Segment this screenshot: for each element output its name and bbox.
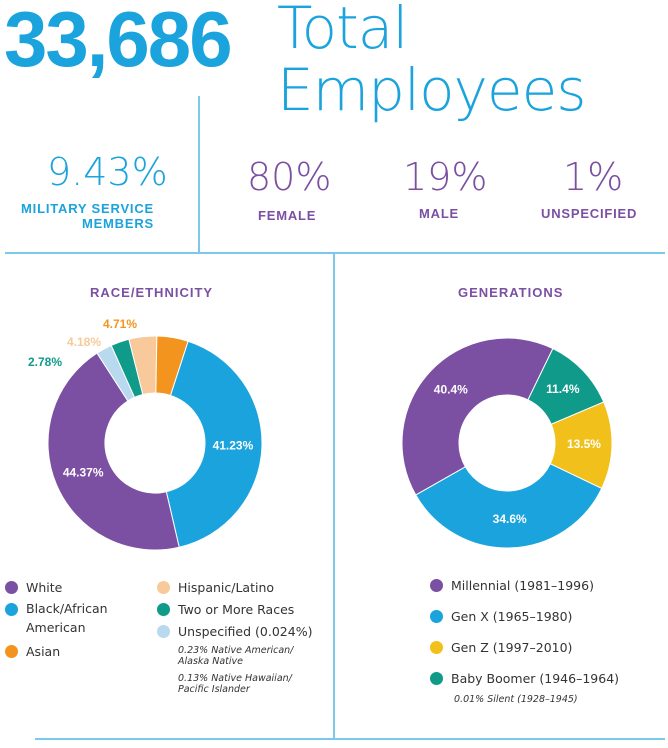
legend-item-millennial: Millennial (1981–1996) bbox=[430, 578, 660, 593]
slice-baby-boomer-1946-1964 bbox=[527, 347, 605, 425]
legend-item-gen-x: Gen X (1965–1980) bbox=[430, 609, 660, 624]
legend-dot bbox=[5, 603, 18, 616]
legend-item-two-or-more: Two or More Races bbox=[157, 602, 332, 617]
male-label: MALE bbox=[419, 206, 460, 221]
legend-label: Baby Boomer (1946–1964) bbox=[451, 671, 620, 686]
legend-label: Two or More Races bbox=[178, 602, 295, 617]
divider-vertical-top bbox=[198, 96, 200, 252]
legend-dot bbox=[157, 603, 170, 616]
divider-horizontal-middle bbox=[5, 252, 665, 254]
slice-white bbox=[47, 352, 180, 551]
legend-label: Unspecified (0.024%) bbox=[178, 624, 313, 639]
slice-gen-x-1965-1980 bbox=[415, 463, 603, 549]
legend-label: Gen Z (1997–2010) bbox=[451, 640, 573, 655]
race-legend-left: White Black/African American Asian bbox=[5, 580, 155, 666]
slice-label-hispanic-latino: 4.18% bbox=[67, 335, 101, 349]
legend-dot bbox=[430, 610, 443, 623]
legend-item-baby-boomer: Baby Boomer (1946–1964) bbox=[430, 671, 660, 686]
legend-dot bbox=[157, 581, 170, 594]
military-label-line1: MILITARY SERVICE bbox=[21, 201, 154, 216]
slice-asian bbox=[155, 335, 189, 397]
female-label: FEMALE bbox=[258, 208, 317, 223]
legend-label: Millennial (1981–1996) bbox=[451, 578, 594, 593]
legend-dot bbox=[430, 579, 443, 592]
legend-item-hispanic-latino: Hispanic/Latino bbox=[157, 580, 332, 595]
slice-label-gen-z-1997-2010: 13.5% bbox=[567, 437, 601, 451]
note-native-american: 0.23% Native American/ Alaska Native bbox=[178, 645, 294, 667]
legend-dot bbox=[157, 625, 170, 638]
generations-chart-title: GENERATIONS bbox=[458, 285, 564, 300]
note-silent: 0.01% Silent (1928–1945) bbox=[454, 694, 578, 705]
legend-item-unspecified: Unspecified (0.024%) bbox=[157, 624, 332, 639]
race-legend-right: Hispanic/Latino Two or More Races Unspec… bbox=[157, 580, 332, 695]
slice-label-gen-x-1965-1980: 34.6% bbox=[493, 512, 527, 526]
slice-black-african-american bbox=[165, 340, 263, 548]
generations-legend: Millennial (1981–1996) Gen X (1965–1980)… bbox=[430, 578, 660, 705]
legend-item-gen-z: Gen Z (1997–2010) bbox=[430, 640, 660, 655]
slice-label-white: 44.37% bbox=[63, 466, 104, 480]
legend-label: White bbox=[26, 580, 63, 595]
race-chart-title: RACE/ETHNICITY bbox=[90, 285, 214, 300]
title-line-2: Employees bbox=[277, 56, 586, 124]
legend-item-asian: Asian bbox=[5, 644, 155, 659]
legend-dot bbox=[5, 581, 18, 594]
slice-label-black-african-american: 41.23% bbox=[213, 439, 254, 453]
legend-label: Black/African American bbox=[26, 601, 108, 635]
legend-item-black-african-american: Black/African American bbox=[5, 601, 155, 637]
unspecified-value: 1% bbox=[563, 155, 624, 199]
legend-label: Hispanic/Latino bbox=[178, 580, 275, 595]
divider-horizontal-bottom bbox=[35, 738, 665, 740]
slice-label-millennial-1981-1996: 40.4% bbox=[434, 383, 468, 397]
military-label-line2: MEMBERS bbox=[81, 216, 154, 231]
slice-label-asian: 4.71% bbox=[103, 317, 137, 331]
legend-dot bbox=[430, 672, 443, 685]
title-line-1: Total bbox=[277, 0, 408, 62]
race-donut-chart: 41.23% 44.37% 2.78% 4.18%4.71% bbox=[28, 317, 263, 551]
slice-label-baby-boomer-1946-1964: 11.4% bbox=[546, 382, 580, 396]
divider-vertical-bottom bbox=[333, 252, 335, 738]
generations-donut-chart: 13.5% 34.6% 40.4% 11.4% bbox=[401, 337, 613, 549]
slice-millennial-1981-1996 bbox=[401, 337, 554, 496]
unspecified-label: UNSPECIFIED bbox=[541, 206, 638, 221]
legend-dot bbox=[430, 641, 443, 654]
female-value: 80% bbox=[247, 155, 332, 199]
note-native-hawaiian: 0.13% Native Hawaiian/ Pacific Islander bbox=[178, 673, 292, 695]
male-value: 19% bbox=[403, 155, 488, 199]
legend-label: Asian bbox=[26, 644, 61, 659]
legend-item-white: White bbox=[5, 580, 155, 595]
slice-label-two-or-more-races: 2.78% bbox=[28, 355, 62, 369]
military-value: 9.43% bbox=[47, 150, 168, 194]
legend-label: Gen X (1965–1980) bbox=[451, 609, 573, 624]
legend-dot bbox=[5, 645, 18, 658]
total-employees-number: 33,686 bbox=[4, 0, 233, 83]
